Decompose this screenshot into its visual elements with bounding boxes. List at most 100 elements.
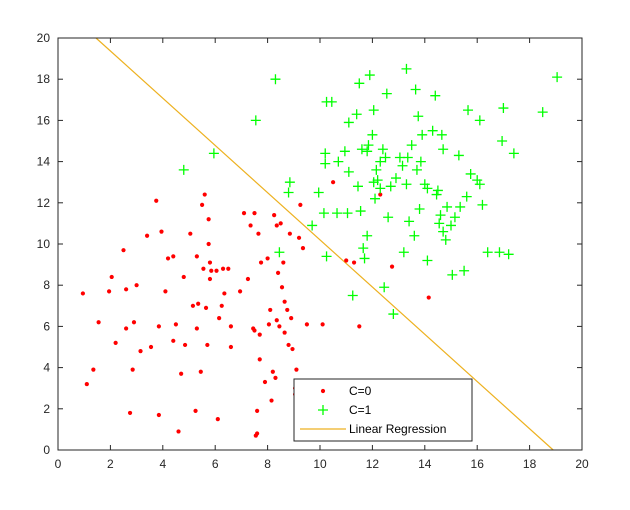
point-class-1	[368, 105, 379, 116]
point-class-0	[248, 223, 253, 228]
point-class-0	[219, 303, 224, 308]
y-tick-label: 2	[43, 402, 50, 416]
point-class-0	[80, 291, 85, 296]
point-class-1	[402, 152, 413, 163]
point-class-1	[370, 193, 381, 204]
point-class-1	[474, 179, 485, 190]
y-tick-label: 6	[43, 319, 50, 333]
point-class-1	[413, 111, 424, 122]
point-class-0	[206, 241, 211, 247]
point-class-1	[397, 160, 408, 171]
y-tick-label: 12	[37, 196, 51, 210]
point-class-1	[410, 84, 421, 95]
point-class-1	[417, 129, 428, 140]
y-tick-label: 18	[37, 72, 51, 86]
legend-marker-0	[320, 388, 326, 394]
point-class-0	[193, 408, 198, 413]
point-class-0	[281, 260, 286, 265]
point-class-0	[241, 211, 247, 216]
point-class-0	[214, 268, 219, 273]
point-class-1	[354, 78, 365, 89]
point-class-1	[178, 164, 189, 175]
point-class-1	[449, 212, 460, 223]
point-class-0	[200, 202, 205, 207]
point-class-1	[356, 144, 367, 155]
x-tick-label: 8	[264, 457, 271, 471]
point-class-0	[273, 375, 278, 380]
point-class-0	[124, 326, 129, 331]
point-class-0	[351, 260, 357, 265]
x-tick-label: 6	[212, 457, 219, 471]
point-class-0	[300, 246, 306, 251]
x-tick-label: 16	[471, 457, 485, 471]
point-class-1	[432, 185, 443, 196]
y-tick-label: 14	[37, 155, 51, 169]
point-class-1	[434, 218, 445, 229]
point-class-0	[182, 342, 188, 348]
point-class-1	[431, 189, 442, 200]
axis-ticks: 0 2 4 6 8 10 12 14 16 18 20 0 2 4 6 8 10 12 14 16 18 20	[37, 31, 589, 471]
point-class-0	[258, 260, 264, 265]
y-tick-label: 0	[43, 443, 50, 457]
linear-regression-line	[95, 37, 554, 451]
point-class-0	[296, 235, 302, 240]
point-class-1	[379, 282, 390, 293]
point-class-0	[106, 289, 112, 294]
point-class-1	[459, 265, 470, 276]
point-class-1	[333, 156, 344, 167]
point-class-0	[194, 326, 199, 331]
legend: C=0 C=1 Linear Regression	[293, 378, 473, 442]
y-tick-label: 4	[43, 361, 50, 375]
point-class-1	[320, 148, 331, 159]
points-layer	[80, 63, 563, 438]
point-class-1	[321, 251, 332, 262]
point-class-1	[364, 70, 375, 81]
point-class-0	[207, 276, 213, 282]
point-class-1	[362, 230, 373, 241]
point-class-0	[285, 307, 290, 313]
point-class-1	[497, 136, 508, 146]
point-class-0	[252, 328, 257, 333]
point-class-1	[284, 177, 295, 188]
point-class-1	[477, 199, 488, 210]
point-class-1	[438, 226, 449, 237]
point-class-0	[217, 316, 222, 321]
point-class-0	[109, 274, 114, 280]
point-class-0	[138, 349, 143, 354]
point-class-0	[277, 324, 282, 329]
point-class-0	[269, 398, 274, 403]
point-class-1	[406, 140, 417, 151]
point-class-1	[537, 107, 548, 118]
point-class-1	[401, 63, 412, 74]
point-class-0	[278, 221, 283, 226]
point-class-0	[228, 344, 234, 350]
point-class-1	[498, 103, 509, 114]
point-class-1	[465, 168, 476, 179]
x-tick-label: 10	[313, 457, 327, 471]
point-class-1	[343, 117, 354, 128]
y-tick-label: 20	[37, 31, 51, 45]
point-class-0	[270, 369, 275, 374]
point-class-0	[298, 202, 303, 207]
point-class-1	[351, 109, 362, 120]
point-class-1	[401, 179, 412, 190]
point-class-0	[378, 192, 383, 197]
x-tick-label: 2	[107, 457, 114, 471]
point-class-1	[472, 175, 483, 186]
legend-label: C=0	[349, 384, 372, 398]
regression-line-layer	[95, 37, 554, 451]
point-class-1	[422, 255, 433, 266]
point-class-1	[446, 220, 456, 231]
point-class-1	[377, 144, 388, 155]
point-class-0	[252, 211, 257, 216]
point-class-0	[159, 229, 164, 234]
point-class-1	[503, 249, 514, 260]
y-tick-label: 8	[43, 278, 50, 292]
point-class-1	[440, 234, 451, 245]
point-class-0	[255, 431, 260, 436]
point-class-0	[255, 408, 260, 413]
point-class-0	[203, 305, 209, 310]
point-class-1	[375, 156, 386, 167]
point-class-0	[344, 258, 349, 263]
point-class-0	[121, 248, 126, 253]
